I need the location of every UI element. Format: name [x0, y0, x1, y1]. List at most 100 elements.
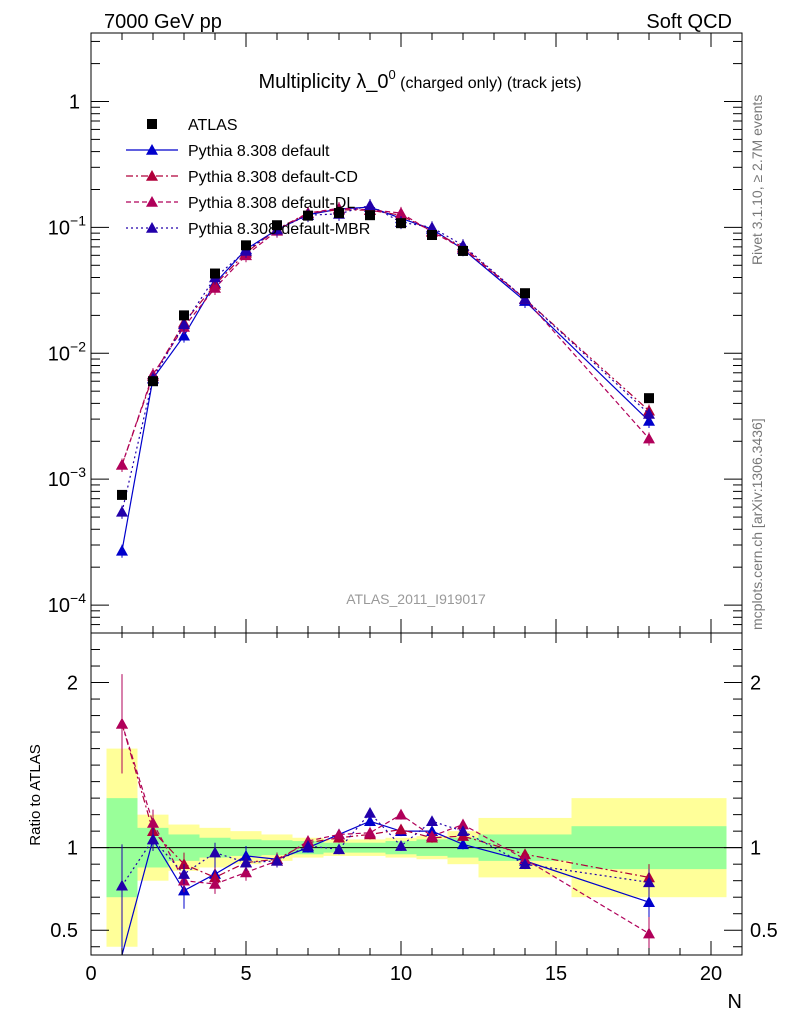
ratio-4-point-4	[209, 846, 221, 858]
ratio-4-point-10	[395, 840, 407, 851]
ratio-3-point-10	[395, 808, 407, 820]
series-1-point-3	[178, 329, 190, 341]
series-3-point-10	[395, 207, 407, 218]
series-3-point-14	[643, 432, 655, 444]
chart-title-sup: 0	[388, 67, 395, 82]
x-tick-label-10: 10	[390, 963, 412, 985]
legend-marker-3	[146, 196, 158, 207]
series-line-4	[121, 204, 650, 512]
y-tick-label-0: 1	[69, 91, 80, 113]
series-1	[116, 200, 655, 558]
legend-marker-4	[146, 222, 158, 233]
series-line-3	[121, 207, 650, 466]
x-axis-label: N	[728, 991, 742, 1013]
ratio-1-point-14	[643, 896, 655, 907]
ratio-y-tick-label-right-2: 2	[750, 673, 761, 695]
ratio-3-point-9	[364, 826, 376, 838]
atlas-point-2	[148, 376, 158, 387]
y-tick-label-3: 10−3	[48, 464, 86, 491]
ratio-3-point-8	[333, 828, 345, 840]
ratio-4-point-5	[240, 856, 252, 868]
legend-label-4: Pythia 8.308 default-DL	[188, 195, 355, 212]
x-tick-label-20: 20	[700, 963, 722, 985]
atlas-point-8	[334, 208, 344, 219]
legend-entry-2: Pythia 8.308 default	[126, 143, 330, 160]
series-4-point-13	[519, 292, 531, 304]
legend-label-3: Pythia 8.308 default-CD	[188, 169, 358, 186]
ratio-3-point-5	[240, 866, 252, 878]
ratio-1-point-9	[364, 815, 376, 827]
series-line-2	[121, 209, 650, 466]
ratio-3-point-4	[209, 877, 221, 889]
ratio-3-point-1	[116, 717, 128, 729]
ratio-line-3	[121, 723, 650, 935]
mcplots-source-label: mcplots.cern.ch [arXiv:1306.3436]	[749, 418, 765, 630]
legend-label-2: Pythia 8.308 default	[188, 143, 330, 160]
legend-entry-1: ATLAS	[147, 117, 238, 134]
atlas-point-7	[303, 210, 313, 221]
ratio-y-tick-label-0: 0.5	[50, 920, 78, 942]
legend-entry-5: Pythia 8.308 default-MBR	[126, 221, 370, 238]
series-1-point-1	[116, 544, 128, 556]
legend-label-5: Pythia 8.308 default-MBR	[188, 221, 370, 238]
ratio-y-tick-label-right-0: 0.5	[750, 920, 778, 942]
chart-title-main: Multiplicity λ_0	[258, 71, 388, 93]
legend-label-1: ATLAS	[188, 117, 238, 134]
atlas-point-9	[365, 210, 375, 221]
ratio-4-point-3	[178, 868, 190, 879]
atlas-point-5	[241, 240, 251, 251]
ratio-1-point-12	[457, 838, 469, 850]
ratio-y-tick-label-1: 1	[67, 838, 78, 860]
ratio-3-point-11	[426, 830, 438, 841]
x-tick-label-15: 15	[545, 963, 567, 985]
ratio-3-point-2	[147, 816, 159, 828]
ratio-4-point-6	[271, 854, 283, 866]
x-tick-label-0: 0	[85, 963, 96, 985]
y-tick-label-2: 10−2	[48, 338, 86, 365]
legend: ATLAS Pythia 8.308 default Pythia 8.308 de…	[126, 117, 370, 238]
ratio-2-point-3	[178, 858, 190, 869]
y-tick-label-4: 10−4	[48, 590, 86, 617]
ratio-4-point-8	[333, 843, 345, 855]
atlas-point-14	[644, 393, 654, 404]
ratio-y-tick-label-2: 2	[67, 673, 78, 695]
series-3	[116, 202, 655, 472]
ratio-line-1	[121, 820, 650, 956]
x-tick-label-5: 5	[240, 963, 251, 985]
atlas-point-4	[210, 268, 220, 279]
ratio-series-layer	[116, 674, 655, 956]
ratio-4-point-11	[426, 815, 438, 827]
ratio-4-point-12	[457, 825, 469, 836]
analysis-watermark: ATLAS_2011_I919017	[346, 591, 486, 607]
series-4-point-3	[178, 318, 190, 330]
legend-marker-data	[147, 119, 157, 129]
series-4	[116, 199, 655, 519]
chart-title: Multiplicity λ_00 (charged only) (track …	[258, 67, 581, 93]
ratio-3-point-14	[643, 927, 655, 939]
axes-layer: 0 5 10 15 20 1 10−1 10−2 10−3 10−4 0.5 0.5 1 1 2 2	[48, 33, 778, 985]
y-tick-label-1: 10−1	[48, 212, 86, 239]
series-2	[116, 203, 655, 472]
ratio-4-point-2	[147, 833, 159, 845]
legend-marker-1	[146, 144, 158, 155]
main-series-layer	[116, 199, 655, 558]
series-3-point-1	[116, 458, 128, 470]
series-4-point-9	[364, 199, 376, 211]
atlas-point-3	[179, 310, 189, 321]
ratio-series-4	[116, 806, 655, 927]
series-3-point-4	[209, 282, 221, 293]
ratio-y-tick-label-right-1: 1	[750, 838, 761, 860]
atlas-point-12	[458, 245, 468, 256]
legend-entry-3: Pythia 8.308 default-CD	[126, 169, 358, 186]
rivet-version-label: Rivet 3.1.10, ≥ 2.7M events	[749, 95, 765, 265]
process-label: Soft QCD	[646, 11, 732, 33]
ratio-4-point-13	[519, 858, 531, 869]
ratio-y-axis-label: Ratio to ATLAS	[27, 744, 44, 845]
ratio-4-point-9	[364, 806, 376, 818]
atlas-point-1	[117, 489, 127, 500]
legend-entry-4: Pythia 8.308 default-DL	[126, 195, 355, 212]
chart-title-rest: (charged only) (track jets)	[396, 75, 582, 92]
ratio-plot-frame	[90, 632, 743, 956]
ratio-2-point-10	[395, 823, 407, 835]
